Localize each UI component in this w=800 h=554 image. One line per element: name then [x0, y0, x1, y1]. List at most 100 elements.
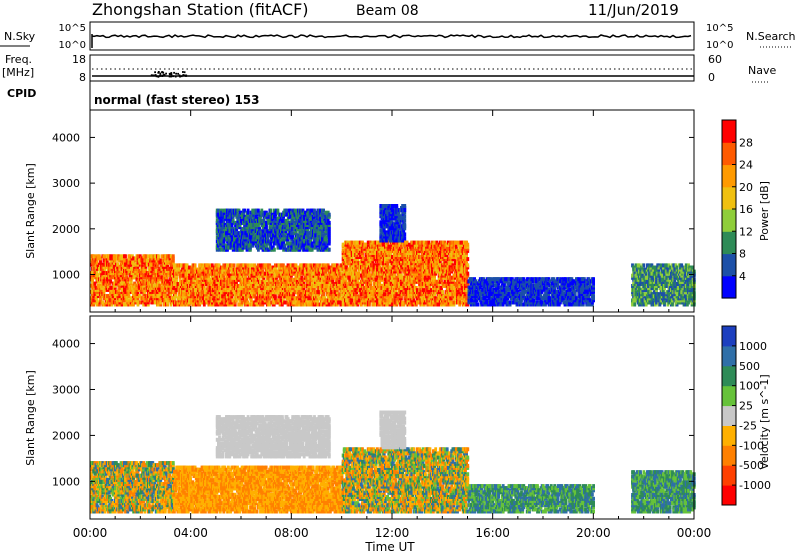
echo-cell: [146, 260, 150, 265]
echo-cell: [152, 266, 156, 271]
echo-cell: [129, 269, 133, 273]
echo-cell: [103, 277, 107, 282]
echo-cell: [156, 279, 159, 284]
echo-cell: [183, 294, 187, 299]
echo-cell: [105, 275, 109, 280]
freq-point: [159, 72, 162, 75]
echo-cell: [120, 283, 124, 288]
echo-cell: [141, 300, 144, 305]
echo-cell: [105, 287, 109, 292]
echo-cell: [146, 254, 150, 259]
echo-cell: [118, 266, 122, 271]
echo-cell: [102, 258, 106, 263]
echo-cell: [134, 294, 138, 299]
echo-cell: [210, 300, 214, 305]
echo-cell: [261, 300, 265, 305]
echo-cell: [213, 294, 216, 299]
echo-cell: [160, 254, 164, 259]
echo-cell: [199, 265, 203, 270]
freq-point: [154, 71, 156, 74]
echo-cell: [140, 271, 143, 276]
echo-cell: [157, 281, 160, 286]
echo-cell: [200, 263, 204, 268]
echo-cell: [163, 256, 167, 261]
echo-cell: [150, 260, 154, 265]
echo-cell: [254, 267, 258, 272]
echo-cell: [260, 298, 263, 303]
echo-cell: [93, 283, 97, 288]
echo-cell: [118, 279, 122, 284]
echo-cell: [138, 283, 142, 288]
echo-cell: [256, 271, 260, 276]
echo-cell: [94, 296, 98, 301]
echo-cell: [136, 264, 140, 269]
echo-cell: [124, 260, 127, 265]
echo-cell: [142, 269, 146, 273]
echo-cell: [143, 285, 147, 290]
echo-cell: [259, 284, 262, 288]
echo-cell: [120, 256, 124, 261]
echo-cell: [210, 290, 214, 295]
echo-cell: [94, 275, 98, 280]
freq-point: [168, 75, 171, 78]
echo-cell: [150, 296, 154, 301]
echo-cell: [141, 256, 144, 261]
echo-cell: [188, 294, 191, 299]
echo-cell: [96, 264, 100, 269]
echo-cell: [327, 220, 331, 225]
echo-cell: [111, 262, 115, 267]
echo-cell: [120, 281, 124, 286]
echo-cell: [201, 279, 205, 284]
echo-cell: [151, 300, 155, 305]
echo-cell: [247, 279, 251, 284]
echo-cell: [134, 256, 138, 261]
echo-cell: [256, 282, 260, 286]
echo-cell: [102, 296, 106, 301]
echo-cell: [255, 265, 259, 270]
echo-cell: [145, 262, 149, 267]
echo-cell: [110, 285, 114, 290]
echo-cell: [119, 271, 123, 276]
echo-cell: [132, 271, 135, 276]
echo-cell: [96, 287, 100, 292]
echo-cell: [210, 263, 214, 268]
echo-cell: [120, 294, 124, 299]
echo-cell: [208, 277, 212, 282]
echo-cell: [120, 302, 124, 307]
echo-cell: [190, 275, 194, 280]
echo-cell: [157, 300, 160, 305]
echo-cell: [127, 256, 131, 261]
sky-tick-bottom-left: 10^0: [59, 40, 86, 51]
echo-cell: [138, 269, 142, 273]
sky-tick-bottom-right: 10^0: [706, 40, 733, 51]
echo-cell: [167, 285, 171, 290]
echo-cell: [134, 273, 138, 278]
echo-cell: [157, 256, 160, 261]
echo-cell: [108, 269, 111, 273]
echo-cell: [153, 258, 157, 263]
echo-cell: [158, 287, 162, 292]
freq-point: [168, 72, 171, 75]
echo-cell: [136, 256, 140, 261]
echo-cell: [95, 260, 99, 265]
echo-cell: [224, 290, 228, 295]
echo-cell: [91, 277, 94, 282]
echo-cell: [108, 294, 111, 299]
echo-cell: [196, 279, 199, 284]
echo-cell: [158, 283, 162, 288]
echo-cell: [256, 263, 260, 268]
echo-cell: [96, 283, 100, 288]
echo-cell: [110, 264, 114, 269]
echo-cell: [128, 273, 132, 278]
echo-cell: [113, 294, 117, 299]
freq-point: [180, 75, 183, 78]
echo-cell: [191, 265, 195, 270]
echo-cell: [166, 256, 169, 261]
echo-cell: [171, 258, 175, 263]
echo-cell: [267, 282, 270, 286]
echo-cell: [110, 266, 114, 271]
echo-cell: [108, 281, 111, 286]
echo-cell: [235, 298, 238, 303]
echo-cell: [239, 286, 243, 291]
echo-cell: [95, 271, 99, 276]
